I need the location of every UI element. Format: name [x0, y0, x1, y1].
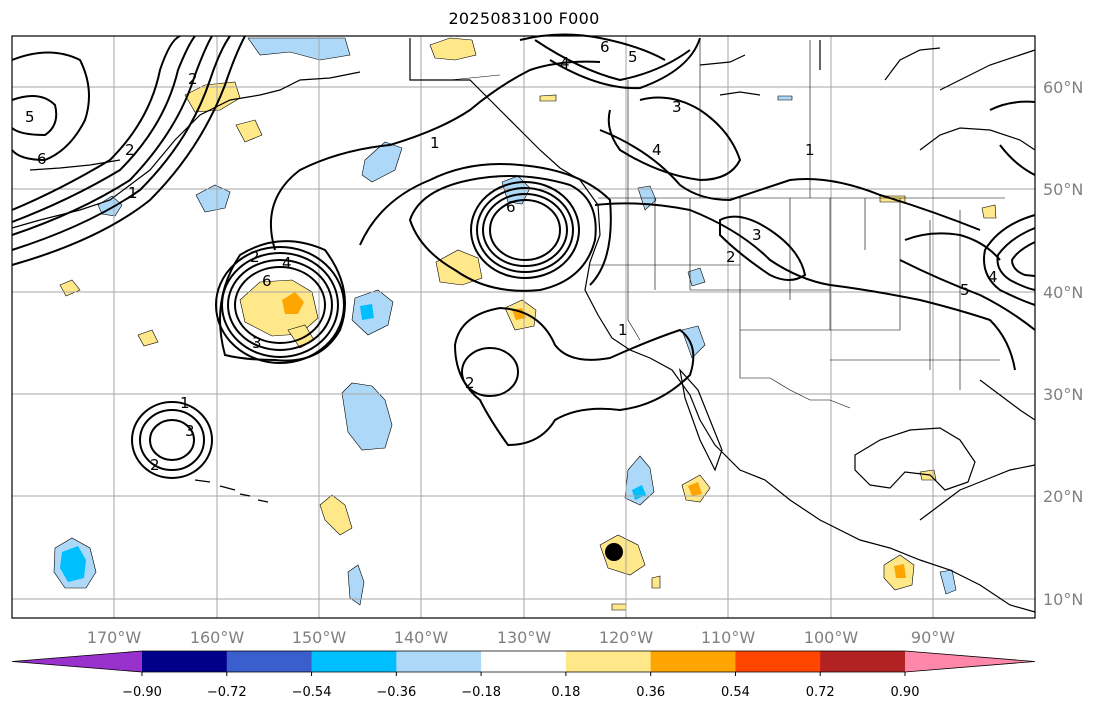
colorbar-tick-label: −0.90	[122, 685, 162, 700]
contour-label: 2	[125, 141, 135, 159]
colorbar-tick-label: 0.72	[806, 685, 835, 700]
colorbar-segment	[396, 651, 482, 672]
colorbar-extend-high	[905, 651, 1035, 672]
lon-label: 170°W	[87, 628, 142, 647]
lon-label: 90°W	[911, 628, 955, 647]
contour-label: 5	[25, 108, 35, 126]
colorbar-segment	[565, 651, 652, 672]
contour-label: 1	[430, 134, 440, 152]
contour-label: 6	[600, 38, 610, 56]
colorbar-tick-label: 0.90	[891, 685, 920, 700]
colorbar-segment	[226, 651, 313, 672]
colorbar-segment	[735, 651, 821, 672]
contour-label: 4	[652, 141, 662, 159]
contour-label: 5	[628, 48, 638, 66]
contour-label: 6	[262, 272, 272, 290]
contour-label: 2	[726, 248, 736, 266]
contour-label: 1	[128, 184, 138, 202]
positive-anomaly-shading	[59, 37, 997, 611]
lon-label: 130°W	[497, 628, 552, 647]
lon-label: 140°W	[394, 628, 449, 647]
lon-label: 150°W	[292, 628, 347, 647]
colorbar-tick-label: −0.18	[461, 685, 501, 700]
contour-label: 1	[618, 321, 628, 339]
lon-label: 160°W	[190, 628, 245, 647]
coastlines	[11, 38, 1036, 613]
map-frame	[11, 35, 1036, 619]
graticule	[12, 36, 1035, 618]
colorbar: −0.90 −0.72 −0.54 −0.36 −0.18 0.18 0.36 0.54 0.7…	[11, 650, 1036, 700]
contour-label: 6	[506, 198, 516, 216]
lat-label: 10°N	[1043, 590, 1083, 609]
contour-labels: 1 1 1 1 1 2 2 2 2 2 2 3 3 3 3 4 4 4 4 5 …	[25, 38, 998, 474]
lat-label: 40°N	[1043, 283, 1083, 302]
contour-label: 2	[150, 456, 160, 474]
colorbar-tick-label: 0.36	[636, 685, 665, 700]
colorbar-tick-label: 0.54	[721, 685, 750, 700]
contour-label: 6	[37, 150, 47, 168]
colorbar-segment	[311, 651, 397, 672]
longitude-labels: 170°W 160°W 150°W 140°W 130°W 120°W 110°…	[87, 628, 955, 647]
colorbar-tick-label: −0.36	[376, 685, 416, 700]
lat-label: 60°N	[1043, 78, 1083, 97]
contour-label: 3	[672, 98, 682, 116]
colorbar-tick-label: 0.18	[551, 685, 580, 700]
lon-label: 100°W	[804, 628, 859, 647]
height-contours	[11, 33, 1036, 479]
contour-label: 3	[252, 334, 262, 352]
contour-label: 1	[180, 394, 190, 412]
colorbar-segment	[650, 651, 736, 672]
map-title: 2025083100 F000	[448, 9, 600, 28]
lat-label: 30°N	[1043, 385, 1083, 404]
colorbar-segment	[142, 651, 228, 672]
lat-label: 50°N	[1043, 180, 1083, 199]
political-borders	[449, 40, 1005, 409]
contour-label: 5	[960, 281, 970, 299]
contour-label: 1	[805, 141, 815, 159]
lat-label: 20°N	[1043, 487, 1083, 506]
colorbar-tick-label: −0.54	[292, 685, 332, 700]
contour-label: 3	[752, 226, 762, 244]
storm-marker	[605, 543, 623, 561]
contour-label: 4	[560, 54, 570, 72]
lon-label: 110°W	[701, 628, 756, 647]
latitude-labels: 60°N 50°N 40°N 30°N 20°N 10°N	[1043, 78, 1083, 609]
contour-label: 3	[185, 422, 195, 440]
colorbar-tick-label: −0.72	[207, 685, 247, 700]
contour-label: 2	[250, 248, 260, 266]
lon-label: 120°W	[599, 628, 654, 647]
colorbar-extend-low	[12, 651, 142, 672]
contour-label: 4	[282, 254, 292, 272]
contour-label: 2	[188, 70, 198, 88]
contour-label: 4	[988, 268, 998, 286]
contour-label: 2	[465, 374, 475, 392]
colorbar-segment	[820, 651, 906, 672]
colorbar-segment	[481, 651, 567, 672]
